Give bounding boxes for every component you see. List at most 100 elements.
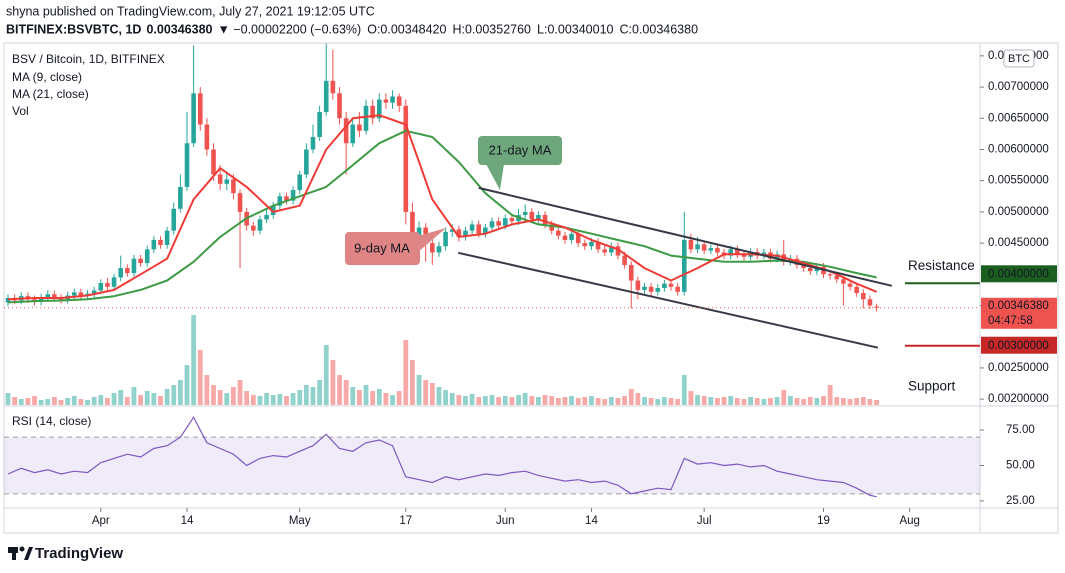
candle-body bbox=[370, 105, 375, 119]
currency-label: BTC bbox=[1008, 53, 1030, 65]
volume-bar bbox=[71, 396, 77, 405]
candle-body bbox=[317, 112, 322, 137]
x-tick-label: Aug bbox=[899, 515, 919, 527]
volume-bar bbox=[264, 393, 269, 405]
volume-bar bbox=[867, 399, 873, 405]
overlay: shyna published on TradingView.com, July… bbox=[6, 4, 1057, 562]
candle-body bbox=[323, 80, 329, 113]
candle-body bbox=[251, 225, 256, 231]
volume-bar bbox=[443, 390, 448, 405]
volume-bar bbox=[562, 397, 568, 405]
volume-bar bbox=[45, 399, 51, 405]
volume-bar bbox=[429, 383, 435, 405]
volume-bar bbox=[827, 385, 833, 405]
rsi-line bbox=[7, 416, 877, 498]
volume-bar bbox=[177, 380, 183, 405]
volume-bar bbox=[695, 395, 700, 405]
candle-body bbox=[38, 297, 44, 302]
volume-bar bbox=[197, 350, 203, 405]
volume-bar bbox=[708, 397, 714, 405]
candle-body bbox=[171, 208, 177, 231]
candle-body bbox=[224, 179, 230, 184]
volume-bar bbox=[502, 396, 508, 405]
candle-body bbox=[390, 96, 395, 103]
header-text: 0.00352760 bbox=[465, 22, 531, 36]
candle-body bbox=[443, 231, 448, 247]
volume-bar bbox=[721, 397, 727, 405]
annotation-pointer bbox=[418, 228, 446, 252]
volume-bar bbox=[131, 387, 137, 405]
header-text: C: bbox=[620, 22, 633, 36]
level-price-label: 0.00400000 bbox=[988, 268, 1049, 280]
volume-bar bbox=[701, 396, 707, 405]
volume-bar bbox=[376, 389, 382, 405]
volume-bar bbox=[476, 397, 482, 405]
candle-body bbox=[144, 249, 150, 264]
volume-bar bbox=[741, 399, 747, 405]
candle-body bbox=[197, 93, 203, 125]
candle-body bbox=[217, 174, 223, 184]
volume-bar bbox=[237, 380, 243, 405]
header-text: H: bbox=[452, 22, 465, 36]
candle-body bbox=[688, 239, 694, 250]
volume-bar bbox=[350, 387, 356, 405]
candle-body bbox=[91, 290, 97, 294]
rsi-tick-label: 50.00 bbox=[1006, 460, 1035, 472]
volume-bar bbox=[356, 390, 362, 405]
trendline bbox=[457, 251, 879, 349]
volume-bar bbox=[469, 394, 475, 405]
candle-body bbox=[78, 292, 84, 297]
logo-shape bbox=[24, 547, 33, 560]
candle-body bbox=[801, 264, 806, 269]
volume-bar bbox=[516, 395, 521, 405]
candle-body bbox=[496, 221, 501, 226]
x-tick-label: 14 bbox=[585, 515, 598, 527]
volume-bar bbox=[231, 387, 236, 405]
candle-body bbox=[330, 80, 336, 94]
annotation-text: 21-day MA bbox=[489, 142, 552, 157]
volume-bar bbox=[85, 400, 90, 405]
volume-bar bbox=[250, 395, 256, 405]
candle-body bbox=[449, 229, 455, 232]
volume-bar bbox=[224, 393, 230, 405]
volume-bar bbox=[410, 360, 415, 405]
candle-body bbox=[861, 293, 866, 300]
y-tick-label: 0.00250000 bbox=[988, 362, 1049, 374]
candle-body bbox=[71, 292, 77, 296]
logo-shape bbox=[19, 546, 25, 552]
header-text: 0.00346380 bbox=[146, 22, 212, 36]
volume-bar bbox=[310, 387, 316, 405]
volume-bar bbox=[297, 390, 303, 405]
volume-bar bbox=[781, 390, 787, 405]
logo-shape bbox=[12, 547, 16, 560]
volume-bar bbox=[111, 393, 117, 405]
volume-bar bbox=[761, 399, 767, 405]
candle-body bbox=[854, 286, 859, 294]
volume-bar bbox=[284, 396, 289, 405]
candle-body bbox=[522, 211, 528, 216]
x-tick-label: 17 bbox=[399, 515, 412, 527]
candle-body bbox=[284, 196, 289, 201]
candle-body bbox=[841, 279, 846, 284]
volume-bar bbox=[635, 393, 641, 405]
volume-bar bbox=[58, 400, 64, 405]
legend-title: BSV / Bitcoin, 1D, BITFINEX bbox=[12, 52, 165, 66]
candle-body bbox=[595, 241, 601, 250]
candle-body bbox=[874, 306, 879, 308]
volume-bar bbox=[105, 398, 110, 405]
y-tick-label: 0.00600000 bbox=[988, 144, 1049, 156]
annotation-box bbox=[478, 136, 562, 165]
candle-body bbox=[562, 235, 568, 240]
volume-bar bbox=[91, 397, 97, 405]
volume-bar bbox=[383, 393, 389, 405]
candle-body bbox=[483, 227, 488, 234]
candle-body bbox=[131, 258, 137, 274]
candle-body bbox=[628, 264, 634, 281]
candle-body bbox=[416, 227, 422, 237]
plot bbox=[4, 43, 984, 512]
candle-body bbox=[602, 249, 608, 253]
last-price-label: 0.00346380 bbox=[988, 300, 1049, 312]
volume-bar bbox=[681, 375, 687, 405]
volume-bar bbox=[860, 397, 866, 405]
